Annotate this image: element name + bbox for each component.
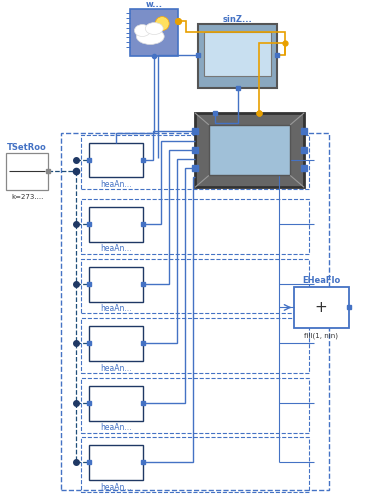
Bar — [204, 32, 271, 76]
Bar — [294, 287, 349, 328]
Ellipse shape — [145, 23, 163, 35]
Text: w...: w... — [146, 0, 163, 9]
Text: EHeaFlo: EHeaFlo — [302, 276, 340, 285]
Ellipse shape — [134, 25, 150, 37]
Text: fill(1, nin): fill(1, nin) — [304, 333, 338, 340]
Bar — [89, 267, 143, 301]
Bar — [209, 125, 290, 176]
Text: TSetRoo: TSetRoo — [7, 143, 47, 152]
Bar — [89, 326, 143, 361]
Text: +: + — [315, 300, 327, 315]
Bar — [89, 143, 143, 178]
Bar — [61, 133, 329, 490]
Ellipse shape — [136, 29, 164, 44]
Text: heaAn...: heaAn... — [100, 364, 131, 373]
Bar — [81, 438, 309, 492]
Bar — [81, 318, 309, 373]
Bar — [89, 446, 143, 480]
Bar — [195, 113, 304, 187]
Circle shape — [155, 17, 169, 31]
Bar — [81, 199, 309, 254]
Bar — [89, 207, 143, 242]
Bar — [130, 9, 178, 56]
Text: heaAn...: heaAn... — [100, 482, 131, 491]
Bar — [6, 152, 48, 190]
Bar — [89, 386, 143, 421]
Bar — [198, 24, 277, 88]
Text: sinZ...: sinZ... — [223, 15, 253, 24]
Text: k=273....: k=273.... — [11, 194, 43, 200]
Bar — [81, 135, 309, 189]
Text: heaAn...: heaAn... — [100, 423, 131, 432]
Bar — [81, 259, 309, 313]
Bar — [81, 378, 309, 433]
Text: heaAn...: heaAn... — [100, 304, 131, 313]
Text: heaAn...: heaAn... — [100, 244, 131, 254]
Text: heaAn...: heaAn... — [100, 180, 131, 189]
